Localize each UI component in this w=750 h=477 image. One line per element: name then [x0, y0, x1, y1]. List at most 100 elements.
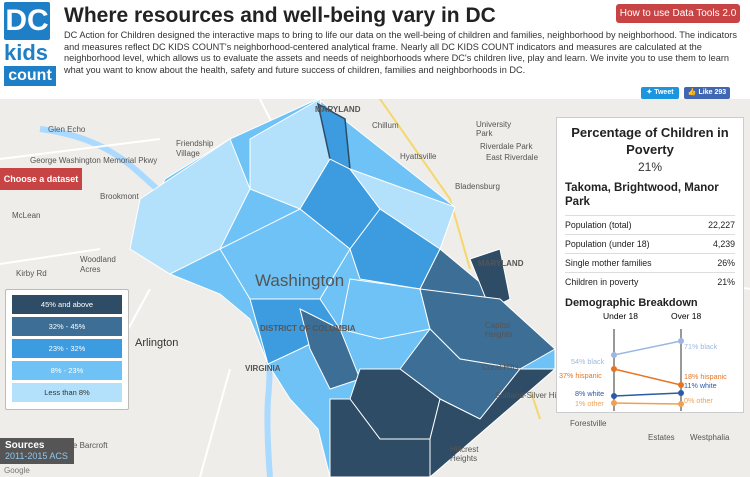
stat-label: Children in poverty	[565, 272, 695, 291]
white-over-label: 11% white	[684, 381, 717, 390]
black-line	[613, 340, 682, 356]
map-label-coral-hills: Coral Hills	[482, 363, 519, 372]
map-label-woodland: Woodland	[80, 255, 116, 264]
other-under-label: 1% other	[575, 399, 604, 408]
hispanic-dot-over	[678, 382, 684, 388]
page-title: Where resources and well-being vary in D…	[64, 4, 496, 27]
sources-title: Sources	[5, 440, 45, 451]
map-legend: 45% and above 32% - 45% 23% - 32% 8% - 2…	[5, 289, 129, 410]
how-to-use-button[interactable]: How to use Data Tools 2.0	[616, 4, 740, 23]
map-label-estates: Estates	[648, 433, 675, 442]
map-label-bladensburg: Bladensburg	[455, 182, 500, 191]
col-under-18: Under 18	[603, 311, 638, 321]
neighborhood[interactable]	[219, 208, 351, 300]
map-label-park: Park	[476, 129, 493, 138]
map-canvas[interactable]: Glen Echo George Washington Memorial Pkw…	[0, 99, 750, 477]
demographic-title: Demographic Breakdown	[565, 297, 698, 309]
other-dot-under	[611, 400, 617, 406]
map-label-dc-line: DISTRICT OF COLUMBIA	[260, 324, 356, 333]
stats-row: Single mother families 26%	[565, 253, 735, 273]
map-label-village: Village	[176, 149, 200, 158]
stats-table: Population (total) 22,227 Population (und…	[565, 215, 735, 291]
map-label-chillum: Chillum	[372, 121, 399, 130]
tweet-label: Tweet	[654, 89, 674, 96]
choose-dataset-button[interactable]: Choose a dataset	[0, 168, 82, 190]
black-dot-over	[678, 338, 684, 344]
hispanic-under-label: 37% hispanic	[559, 371, 602, 380]
map-label-east-riverdale: East Riverdale	[486, 153, 539, 162]
slope-chart	[611, 329, 684, 411]
map-label-glen-echo: Glen Echo	[48, 125, 86, 134]
legend-row-32-45: 32% - 45%	[12, 317, 122, 336]
sources-link[interactable]: 2011-2015 ACS	[5, 451, 68, 461]
facebook-like-button[interactable]: 👍 Like 293	[684, 87, 730, 99]
black-over-label: 71% black	[684, 342, 718, 351]
neighborhood[interactable]	[469, 248, 511, 310]
map-label-capitol: Capitol	[485, 321, 510, 330]
stat-value: 21%	[694, 272, 735, 291]
other-dot-over	[678, 401, 684, 407]
stat-value: 4,239	[694, 234, 735, 254]
black-under-label: 54% black	[571, 357, 605, 366]
map-label-university: University	[476, 120, 512, 129]
map-label-arlington: Arlington	[135, 337, 179, 349]
stats-row: Population (under 18) 4,239	[565, 234, 735, 254]
legend-row-8-23: 8% - 23%	[12, 361, 122, 380]
hispanic-over-label: 18% hispanic	[684, 372, 727, 381]
map-label-maryland-east: MARYLAND	[478, 259, 524, 268]
dc-kids-count-logo[interactable]: DC kids count	[4, 2, 56, 88]
map-label-acres: Acres	[80, 265, 101, 274]
page-header: DC kids count Where resources and well-b…	[0, 0, 750, 99]
thumbs-up-icon: 👍	[687, 89, 699, 96]
map-label-kirby: Kirby Rd	[16, 269, 47, 278]
like-label: Like 293	[698, 89, 727, 96]
neighborhood[interactable]	[349, 208, 441, 290]
map-label-maryland-north: MARYLAND	[315, 105, 361, 114]
map-label-lake-barcroft: Lake Barcroft	[60, 441, 108, 450]
hispanic-dot-under	[611, 366, 617, 372]
white-line	[613, 392, 682, 397]
neighborhood[interactable]	[339, 278, 431, 340]
map-label-heights: Heights	[485, 330, 513, 339]
map-label-hyattsville: Hyattsville	[400, 152, 437, 161]
neighborhood[interactable]	[329, 398, 431, 477]
black-dot-under	[611, 352, 617, 358]
legend-row-45-plus: 45% and above	[12, 295, 122, 314]
stats-row: Population (total) 22,227	[565, 215, 735, 235]
map-svg	[0, 99, 750, 477]
stat-label: Population (total)	[565, 215, 695, 235]
legend-row-23-32: 23% - 32%	[12, 339, 122, 358]
other-over-label: 0% other	[684, 396, 713, 405]
panel-title: Percentage of Children in Poverty	[571, 125, 729, 157]
col-over-18: Over 18	[671, 311, 702, 321]
info-panel: Percentage of Children in Poverty 21% Ta…	[556, 117, 744, 413]
map-label-mclean: McLean	[12, 211, 41, 220]
twitter-icon: ✦	[646, 89, 655, 96]
demographic-columns: Under 18 Over 18	[565, 309, 735, 323]
other-line	[613, 402, 682, 405]
stat-label: Population (under 18)	[565, 234, 695, 254]
stats-row: Children in poverty 21%	[565, 272, 735, 291]
stat-value: 26%	[694, 253, 735, 273]
map-label-virginia: VIRGINIA	[245, 364, 281, 373]
map-label-forestville: Forestville	[570, 419, 607, 428]
map-label-friendship: Friendship	[176, 139, 214, 148]
tweet-button[interactable]: ✦ Tweet	[641, 87, 679, 99]
white-under-label: 8% white	[575, 389, 605, 398]
page-description: DC Action for Children designed the inte…	[64, 30, 737, 75]
map-label-hillcrest-heights: Heights	[450, 454, 478, 463]
map-label-gw-pkwy: George Washington Memorial Pkwy	[30, 156, 158, 165]
sources-box: Sources 2011-2015 ACS	[0, 438, 74, 464]
stat-label: Single mother families	[565, 253, 695, 273]
white-dot-over	[678, 390, 684, 396]
logo-dc: DC	[4, 2, 50, 40]
hispanic-line	[613, 368, 682, 386]
logo-kids: kids	[4, 40, 49, 65]
map-label-westphalia: Westphalia	[690, 433, 730, 442]
neighborhood[interactable]	[299, 308, 361, 390]
map-label-suitland: Suitland-Silver Hill	[495, 391, 560, 400]
stat-value: 22,227	[694, 215, 735, 235]
logo-count: count	[4, 66, 56, 86]
map-label-hillcrest: Hillcrest	[450, 445, 479, 454]
legend-row-less-8: Less than 8%	[12, 383, 122, 402]
